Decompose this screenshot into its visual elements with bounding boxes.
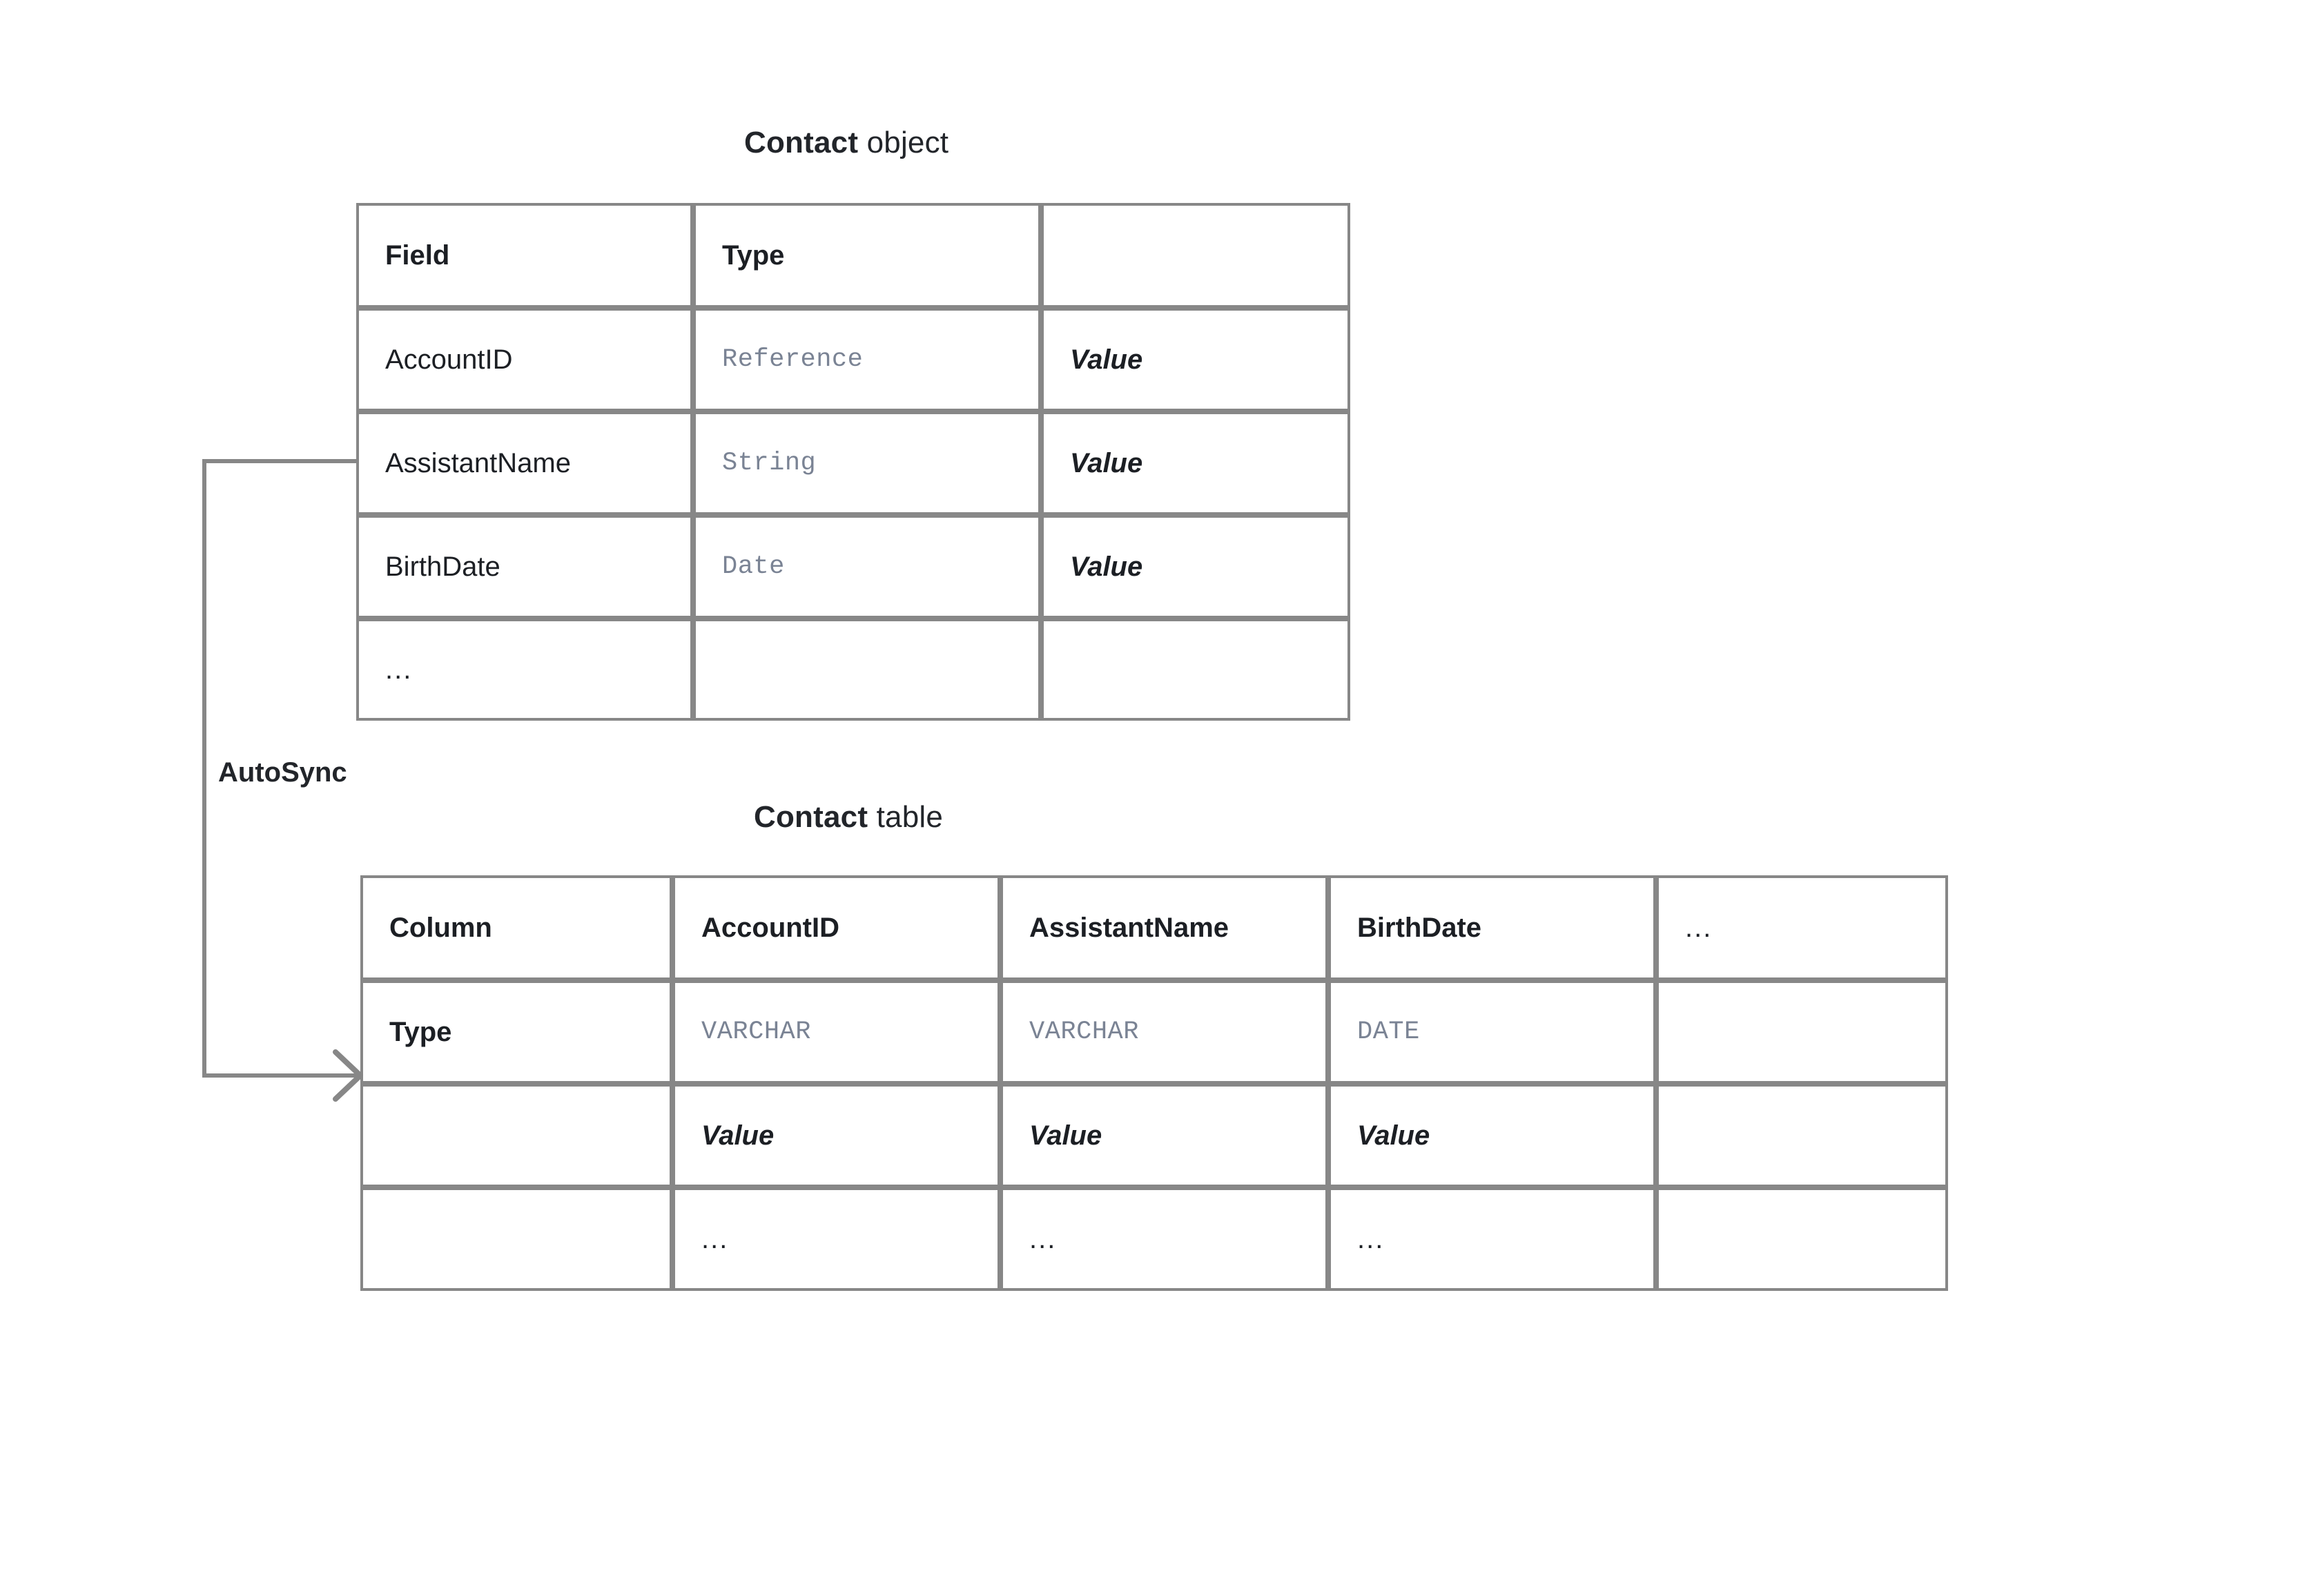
- object-cell-value: [1041, 203, 1350, 308]
- db-cell-col4: ...: [1656, 875, 1948, 980]
- object-cell-field-text: Field: [385, 240, 450, 271]
- db-cell-rowlabel: Column: [360, 875, 672, 980]
- db-cell-col2-text: VARCHAR: [1029, 1018, 1139, 1047]
- db-cell-col3: ...: [1328, 1187, 1656, 1291]
- db-cell-col1-text: Value: [701, 1120, 775, 1151]
- db-cell-col1-text: AccountID: [701, 912, 839, 943]
- db-cell-col3-text: DATE: [1357, 1018, 1420, 1047]
- object-cell-type: Reference: [693, 308, 1041, 411]
- db-cell-col1-text: ...: [701, 1223, 729, 1254]
- object-cell-type: [693, 619, 1041, 721]
- db-cell-col4-text: ...: [1685, 912, 1713, 943]
- object-cell-field-text: AssistantName: [385, 447, 571, 478]
- db-cell-col2: VARCHAR: [1000, 980, 1328, 1084]
- db-cell-col2: ...: [1000, 1187, 1328, 1291]
- db-table-row: Value Value Value: [360, 1084, 1948, 1187]
- db-cell-col1: AccountID: [672, 875, 1000, 980]
- object-table-title: Contact object: [744, 126, 948, 160]
- db-cell-col4: [1656, 980, 1948, 1084]
- db-table-row: .........: [360, 1187, 1948, 1291]
- object-cell-type-text: String: [722, 449, 817, 478]
- db-cell-col4: [1656, 1084, 1948, 1187]
- db-cell-col2-text: AssistantName: [1029, 912, 1229, 943]
- db-cell-col3-text: BirthDate: [1357, 912, 1482, 943]
- object-table-title-light: object: [858, 126, 949, 159]
- object-table-row: AccountID Reference Value: [356, 308, 1350, 411]
- db-table-title-strong: Contact: [754, 800, 868, 834]
- object-cell-field: ...: [356, 619, 693, 721]
- object-table-row: AssistantName String Value: [356, 411, 1350, 515]
- db-table-title-light: table: [868, 800, 944, 834]
- object-cell-field-text: ...: [385, 654, 413, 685]
- db-cell-col3: BirthDate: [1328, 875, 1656, 980]
- object-cell-value: Value: [1041, 411, 1350, 515]
- object-table: Field Type AccountID Reference Value Assistan…: [356, 203, 1350, 721]
- db-table-row: Type VARCHAR VARCHAR DATE: [360, 980, 1948, 1084]
- db-cell-col2: AssistantName: [1000, 875, 1328, 980]
- object-cell-field-text: AccountID: [385, 344, 513, 375]
- object-table-row: BirthDate Date Value: [356, 515, 1350, 619]
- db-table-header-row: Column AccountID AssistantName BirthDate...: [360, 875, 1948, 980]
- db-cell-col3-text: ...: [1357, 1223, 1385, 1254]
- db-cell-rowlabel: [360, 1084, 672, 1187]
- db-cell-col1: VARCHAR: [672, 980, 1000, 1084]
- object-table-title-strong: Contact: [744, 126, 859, 159]
- db-cell-col2-text: Value: [1029, 1120, 1102, 1151]
- db-cell-col1: ...: [672, 1187, 1000, 1291]
- db-table: Column AccountID AssistantName BirthDate...…: [360, 875, 1948, 1291]
- object-cell-type: Date: [693, 515, 1041, 619]
- db-cell-col2-text: ...: [1029, 1223, 1057, 1254]
- db-cell-col3: Value: [1328, 1084, 1656, 1187]
- db-cell-rowlabel: [360, 1187, 672, 1291]
- db-cell-rowlabel-text: Column: [389, 912, 492, 943]
- object-cell-field: AssistantName: [356, 411, 693, 515]
- object-cell-type-text: Type: [722, 240, 785, 271]
- autosync-label: AutoSync: [218, 757, 347, 788]
- db-cell-col1: Value: [672, 1084, 1000, 1187]
- db-table-title: Contact table: [754, 800, 943, 835]
- object-cell-field: Field: [356, 203, 693, 308]
- object-cell-type-text: Reference: [722, 345, 864, 374]
- object-cell-value: Value: [1041, 515, 1350, 619]
- db-cell-col2: Value: [1000, 1084, 1328, 1187]
- object-cell-field-text: BirthDate: [385, 551, 500, 582]
- db-cell-col4: [1656, 1187, 1948, 1291]
- object-cell-value-text: Value: [1070, 447, 1143, 478]
- object-table-header-row: Field Type: [356, 203, 1350, 308]
- db-cell-col3: DATE: [1328, 980, 1656, 1084]
- object-cell-field: AccountID: [356, 308, 693, 411]
- object-cell-value: Value: [1041, 308, 1350, 411]
- autosync-arrowhead-icon: [333, 1049, 363, 1102]
- object-cell-type: String: [693, 411, 1041, 515]
- object-table-row: ...: [356, 619, 1350, 721]
- object-cell-value: [1041, 619, 1350, 721]
- object-cell-field: BirthDate: [356, 515, 693, 619]
- object-cell-value-text: Value: [1070, 344, 1143, 375]
- object-cell-value-text: Value: [1070, 551, 1143, 582]
- db-cell-col3-text: Value: [1357, 1120, 1430, 1151]
- db-cell-col1-text: VARCHAR: [701, 1018, 811, 1047]
- db-cell-rowlabel: Type: [360, 980, 672, 1084]
- db-cell-rowlabel-text: Type: [389, 1016, 452, 1047]
- object-cell-type: Type: [693, 203, 1041, 308]
- object-cell-type-text: Date: [722, 552, 785, 581]
